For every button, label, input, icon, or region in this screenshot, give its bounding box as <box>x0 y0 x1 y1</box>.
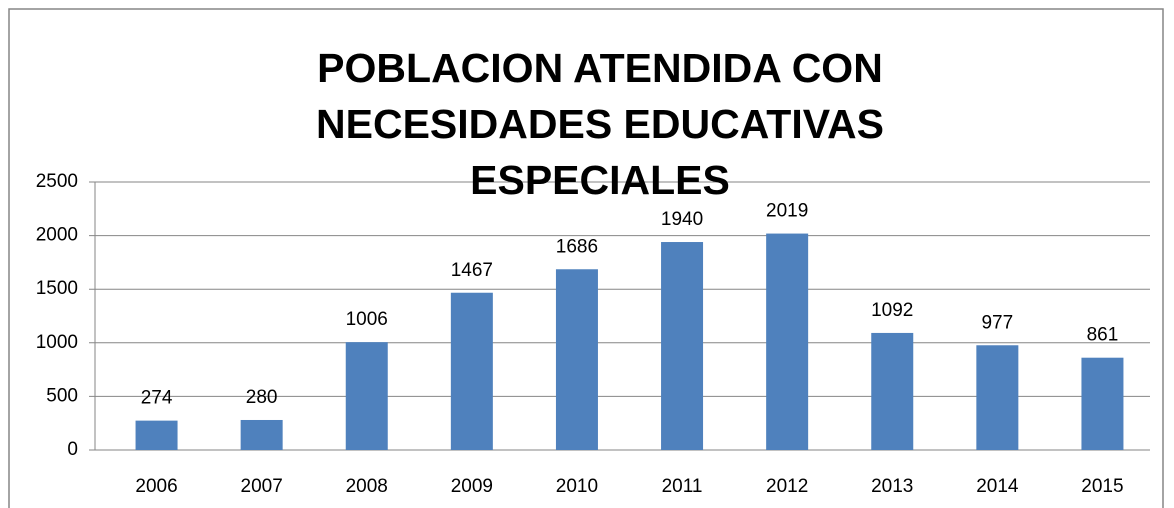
data-label: 280 <box>246 387 278 408</box>
x-tick-label: 2006 <box>135 476 177 497</box>
x-tick-label: 2008 <box>346 476 388 497</box>
data-label: 861 <box>1087 325 1119 346</box>
x-tick-label: 2015 <box>1081 476 1123 497</box>
data-label: 1467 <box>451 260 493 281</box>
data-label: 1940 <box>661 209 703 230</box>
y-tick-label: 2500 <box>36 171 78 192</box>
data-label: 1092 <box>871 300 913 321</box>
x-tick-label: 2012 <box>766 476 808 497</box>
y-tick-label: 500 <box>46 385 78 406</box>
bar <box>976 345 1019 450</box>
data-label: 2019 <box>766 201 808 222</box>
x-tick-label: 2009 <box>451 476 493 497</box>
y-tick-label: 2000 <box>36 225 78 246</box>
data-label: 274 <box>141 388 173 409</box>
bar <box>135 420 178 450</box>
bar <box>766 233 809 450</box>
y-tick-label: 1000 <box>36 332 78 353</box>
x-tick-label: 2011 <box>662 476 703 497</box>
chart-border <box>8 8 1164 508</box>
bar <box>661 242 704 450</box>
bar <box>450 292 493 450</box>
y-tick-label: 0 <box>67 439 78 460</box>
bar <box>871 332 914 450</box>
bar <box>240 419 283 450</box>
bar <box>345 342 388 450</box>
x-tick-label: 2010 <box>556 476 598 497</box>
data-label: 1686 <box>556 236 598 257</box>
data-label: 1006 <box>346 309 388 330</box>
x-tick-label: 2013 <box>871 476 913 497</box>
bar <box>1081 357 1124 450</box>
chart-title: POBLACION ATENDIDA CON NECESIDADES EDUCA… <box>316 45 884 203</box>
x-tick-label: 2007 <box>241 476 283 497</box>
y-tick-label: 1500 <box>36 278 78 299</box>
data-label: 977 <box>981 312 1013 333</box>
x-tick-label: 2014 <box>976 476 1019 497</box>
bar <box>555 269 598 450</box>
